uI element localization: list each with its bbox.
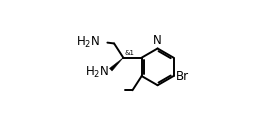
- Text: N: N: [153, 34, 161, 47]
- Polygon shape: [109, 58, 123, 71]
- Text: &1: &1: [124, 50, 134, 56]
- Text: Br: Br: [175, 69, 188, 83]
- Text: H$_2$N: H$_2$N: [85, 65, 109, 80]
- Text: H$_2$N: H$_2$N: [75, 35, 100, 50]
